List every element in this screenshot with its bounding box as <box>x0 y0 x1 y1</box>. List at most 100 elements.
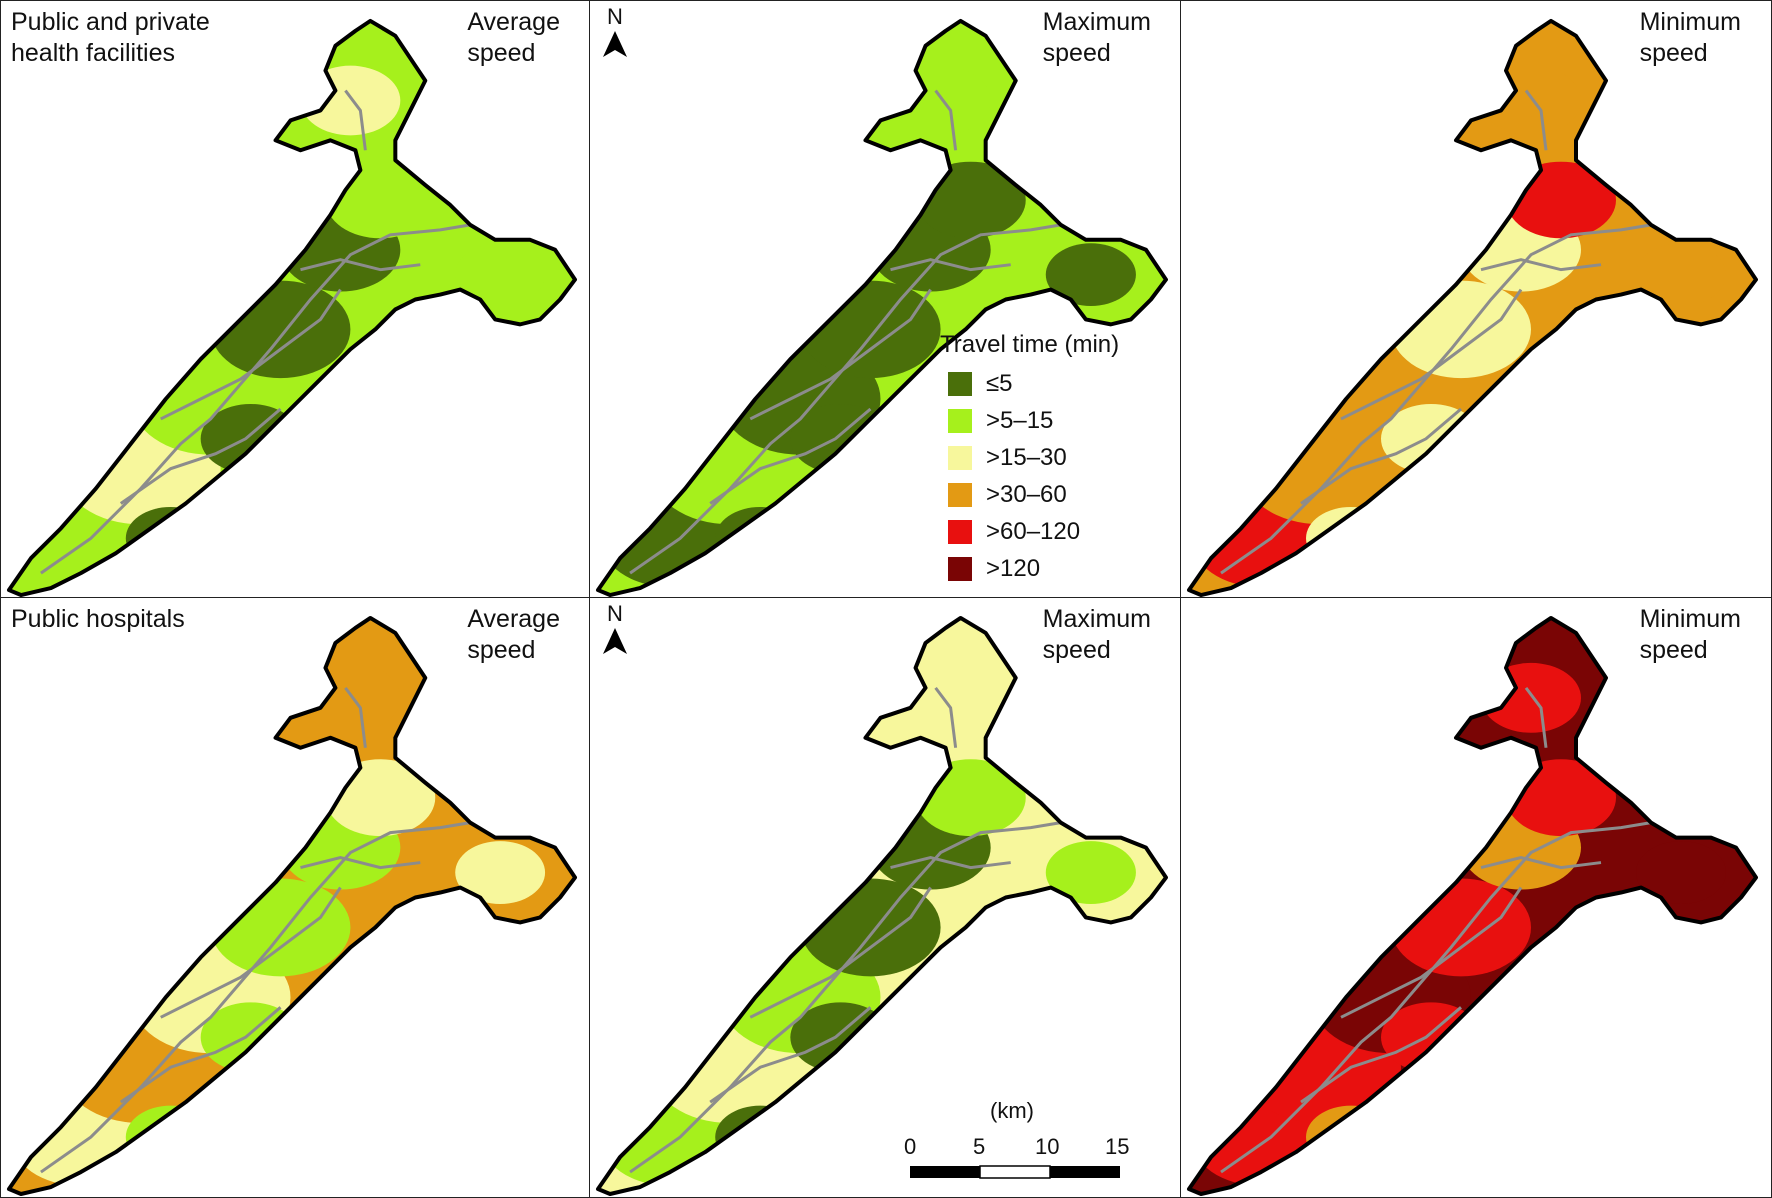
travel-time-zone <box>915 161 1026 239</box>
speed-label: Average speed <box>467 605 560 664</box>
panel-row2-minimum: Minimum speed <box>1180 597 1772 1198</box>
scale-bar: (km) 0 5 10 15 <box>904 1098 1140 1188</box>
region-boundary <box>6 18 578 598</box>
travel-time-zone <box>455 841 546 904</box>
road-line <box>1480 258 1602 272</box>
legend-label: >120 <box>986 554 1041 582</box>
road-line <box>119 1006 282 1104</box>
north-arrow: N <box>600 602 630 661</box>
travel-time-zone <box>1045 841 1136 904</box>
road-line <box>890 856 1011 870</box>
panel-row2-maximum: N Maximum speed (km) 0 5 10 15 <box>589 597 1182 1198</box>
road-line <box>1480 856 1602 870</box>
travel-time-zone <box>325 759 436 837</box>
travel-time-zone <box>890 65 991 136</box>
scale-tick-label: 15 <box>1105 1134 1130 1159</box>
road-line <box>749 288 932 421</box>
legend-item: >5–15 <box>940 402 1119 439</box>
speed-label: Average speed <box>467 8 560 67</box>
road-line <box>160 886 342 1019</box>
legend-swatch <box>948 482 972 507</box>
road-line <box>1524 89 1548 151</box>
map-row1-minimum <box>1187 18 1758 598</box>
north-label: N <box>607 4 623 29</box>
region-boundary <box>596 615 1168 1197</box>
map-row2-average <box>6 615 578 1197</box>
travel-time-zone <box>300 65 401 136</box>
row-title: Public hospitals <box>11 605 185 633</box>
road-line <box>1340 886 1523 1019</box>
travel-time-zone <box>300 662 401 733</box>
panel-row2-average: Public hospitals Average speed <box>0 597 591 1198</box>
legend-item: ≤5 <box>940 365 1119 402</box>
travel-time-zone <box>1636 841 1726 904</box>
speed-label: Minimum speed <box>1639 605 1741 664</box>
speed-label: Minimum speed <box>1639 8 1741 67</box>
legend-swatch <box>948 445 972 470</box>
region-boundary <box>1187 615 1758 1197</box>
road-line <box>344 686 367 748</box>
north-arrow-icon <box>603 628 627 654</box>
travel-time-zone <box>1506 759 1616 837</box>
road-line <box>1524 686 1548 748</box>
legend-title: Travel time (min) <box>940 331 1120 358</box>
travel-time-zone <box>1481 65 1581 136</box>
legend-item: >15–30 <box>940 439 1119 476</box>
north-arrow-icon <box>603 31 627 57</box>
row-title: Public and private health facilities <box>11 8 210 67</box>
travel-time-zone <box>1481 662 1581 733</box>
legend-swatch <box>948 556 972 581</box>
legend-item: >60–120 <box>940 513 1119 550</box>
legend-item: >120 <box>940 550 1119 587</box>
road-line <box>890 258 1011 272</box>
road-line <box>934 686 958 748</box>
legend-swatch <box>948 408 972 433</box>
travel-time-zone <box>1636 243 1726 306</box>
travel-time-zone <box>455 243 546 306</box>
road-line <box>709 1006 872 1104</box>
legend-swatch <box>948 519 972 544</box>
panel-row1-average: Public and private health facilities Ave… <box>0 0 591 599</box>
region-boundary <box>596 18 1168 598</box>
legend-item: >30–60 <box>940 476 1119 513</box>
panel-row1-minimum: Minimum speed <box>1180 0 1772 599</box>
road-line <box>1340 288 1523 421</box>
travel-time-zone <box>1506 161 1616 239</box>
road-line <box>300 258 421 272</box>
north-label: N <box>607 601 623 626</box>
road-line <box>160 288 342 421</box>
travel-time-zone <box>915 759 1026 837</box>
travel-time-zone <box>890 662 991 733</box>
travel-time-zone <box>325 161 436 239</box>
map-row2-maximum <box>596 615 1168 1197</box>
legend-label: >5–15 <box>986 406 1054 434</box>
scale-tick-label: 0 <box>904 1134 917 1159</box>
legend-label: >15–30 <box>986 443 1067 471</box>
panel-row1-maximum: N Maximum speed Travel time (min) ≤5 >5–… <box>589 0 1182 599</box>
legend: Travel time (min) ≤5 >5–15 >15–30 >30–60… <box>940 331 1119 587</box>
road-line <box>1300 1006 1462 1104</box>
map-row1-maximum <box>596 18 1168 598</box>
road-line <box>300 856 421 870</box>
road-line <box>119 407 282 505</box>
legend-swatch <box>948 371 972 396</box>
road-line <box>709 407 872 505</box>
speed-label: Maximum speed <box>1042 8 1151 67</box>
legend-label: >30–60 <box>986 480 1067 508</box>
speed-label: Maximum speed <box>1042 605 1151 664</box>
north-arrow: N <box>600 5 630 64</box>
road-line <box>934 89 958 151</box>
map-row1-average <box>6 18 578 598</box>
scale-unit: (km) <box>990 1098 1034 1123</box>
region-boundary <box>6 615 578 1197</box>
map-row2-minimum <box>1187 615 1758 1197</box>
road-line <box>749 886 932 1019</box>
road-line <box>1300 407 1462 505</box>
legend-label: >60–120 <box>986 517 1081 545</box>
scale-bar-graphic <box>910 1165 1120 1179</box>
travel-time-zone <box>1045 243 1136 306</box>
scale-tick-label: 10 <box>1035 1134 1060 1159</box>
legend-label: ≤5 <box>986 369 1013 397</box>
road-line <box>344 89 367 151</box>
